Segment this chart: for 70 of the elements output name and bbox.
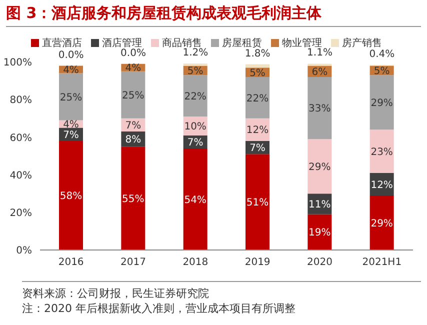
bar [246,154,270,250]
data-label: 22% [184,91,206,102]
data-label: 29% [308,162,331,173]
data-label: 5% [187,66,204,78]
bar [308,77,332,140]
bar [59,140,83,250]
data-label: 22% [246,93,269,104]
y-tick-label: 100% [3,58,32,69]
y-tick-label: 80% [10,95,32,106]
x-tick-label: 2021H1 [362,257,402,268]
data-label: 4% [125,63,142,74]
data-label: 1.8% [244,48,270,60]
bar [121,71,146,118]
data-label: 23% [370,146,393,158]
data-label: 25% [122,90,144,102]
legend-label: 物业管理 [281,36,322,49]
data-label: 12% [370,180,393,191]
data-label: 0.0% [120,48,146,59]
data-label: 8% [125,134,142,146]
legend-label: 商品销售 [161,36,202,49]
data-label: 10% [184,121,206,132]
chart-title: 图 3：酒店服务和房屋租赁构成表观毛利润主体 [6,4,421,27]
data-label: 7% [187,137,204,148]
data-label: 0.0% [58,50,84,61]
data-label: 58% [60,191,82,202]
data-label: 29% [370,98,393,109]
data-label: 12% [246,125,269,136]
text: 注：2020 年后根据新收入准则，营业成本项目有所调整 [22,301,296,316]
legend-label: 房屋租赁 [221,36,262,49]
bar [183,75,208,117]
data-label: 5% [374,66,390,78]
data-label: 1.1% [307,48,332,59]
y-tick-label: 20% [10,208,32,219]
bar [246,77,270,118]
legend-label: 酒店管理 [101,36,142,49]
bar [183,148,208,250]
y-tick-label: 40% [10,170,32,182]
data-label: 1.2% [182,48,208,59]
data-label: 0.4% [369,49,395,60]
data-label: 4% [63,120,79,131]
data-label: 5% [250,68,266,79]
legend-label: 直营酒店 [41,36,82,50]
bar [121,146,146,250]
x-tick-label: 2016 [58,257,84,268]
data-label: 6% [312,66,328,78]
data-label: 7% [250,143,266,154]
data-label: 51% [246,198,269,209]
data-label: 7% [63,130,79,141]
data-label: 29% [370,218,393,230]
data-label: 7% [125,120,142,132]
x-tick-label: 2019 [244,257,270,268]
data-label: 4% [63,65,79,76]
y-tick-label: 60% [10,132,32,144]
text: 资料来源：公司财报，民生证券研究院 [22,281,421,301]
data-label: 54% [184,194,206,206]
bar [59,73,83,120]
bar [370,195,394,250]
y-tick-label: 0% [16,246,32,257]
data-label: 25% [60,92,82,104]
x-tick-label: 2018 [182,257,208,268]
data-label: 19% [308,228,331,239]
x-tick-label: 2017 [120,257,146,268]
x-tick-label: 2020 [307,257,332,268]
data-label: 55% [122,194,144,205]
bar [370,75,394,130]
data-label: 11% [308,199,331,210]
bar [370,130,394,173]
legend-label: 房产销售 [341,36,382,50]
data-label: 33% [308,104,331,115]
bar [308,139,332,194]
